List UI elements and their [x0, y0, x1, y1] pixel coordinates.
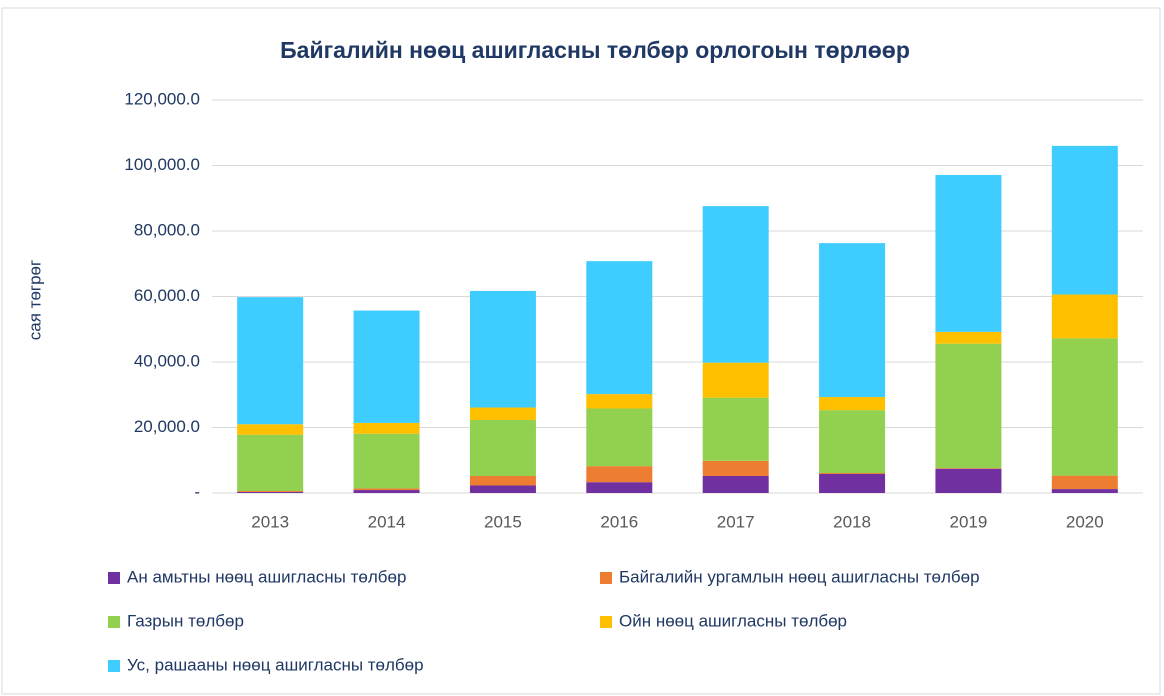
- legend-label: Ус, рашааны нөөц ашигласны төлбөр: [127, 655, 424, 674]
- bar-segment: [237, 434, 304, 492]
- bar-segment: [702, 475, 769, 493]
- bar-segment: [469, 475, 536, 486]
- x-tick-label: 2013: [251, 512, 289, 531]
- legend-swatch: [600, 572, 612, 584]
- bar-segment: [1051, 489, 1118, 493]
- bar-segment: [935, 468, 1002, 493]
- legend-label: Ойн нөөц ашигласны төлбөр: [619, 611, 847, 630]
- y-axis-label: сая төгрөг: [25, 260, 44, 340]
- legend-swatch: [108, 572, 120, 584]
- bar-segment: [819, 397, 886, 411]
- x-tick-label: 2020: [1066, 512, 1104, 531]
- bar-segment: [1051, 145, 1118, 295]
- bar-segment: [237, 491, 304, 493]
- x-tick-label: 2014: [368, 512, 406, 531]
- bar-segment: [819, 474, 886, 493]
- legend-label: Байгалийн ургамлын нөөц ашигласны төлбөр: [619, 567, 980, 586]
- y-tick-label: -: [194, 482, 200, 501]
- bar-segment: [469, 485, 536, 493]
- bar-segment: [702, 397, 769, 461]
- x-tick-label: 2016: [600, 512, 638, 531]
- bar-segment: [1051, 338, 1118, 476]
- bar-segment: [469, 407, 536, 420]
- bar-segment: [819, 410, 886, 474]
- legend-label: Газрын төлбөр: [127, 611, 244, 630]
- y-tick-label: 120,000.0: [124, 89, 200, 108]
- bar-segment: [237, 492, 304, 493]
- bar-segment: [702, 206, 769, 363]
- bar-segment: [702, 460, 769, 476]
- legend-swatch: [600, 616, 612, 628]
- bar-segment: [935, 468, 1002, 469]
- y-tick-label: 20,000.0: [134, 417, 200, 436]
- bar-segment: [819, 473, 886, 475]
- bar-segment: [237, 297, 304, 425]
- bar-segment: [935, 331, 1002, 344]
- bar-segment: [935, 174, 1002, 332]
- y-tick-label: 60,000.0: [134, 286, 200, 305]
- legend-swatch: [108, 616, 120, 628]
- x-tick-label: 2015: [484, 512, 522, 531]
- y-tick-label: 100,000.0: [124, 155, 200, 174]
- bar-segment: [353, 433, 420, 489]
- bar-segment: [353, 310, 420, 423]
- chart-title: Байгалийн нөөц ашигласны төлбөр орлогоын…: [280, 37, 910, 63]
- y-tick-label: 80,000.0: [134, 220, 200, 239]
- bar-segment: [353, 490, 420, 493]
- legend-swatch: [108, 660, 120, 672]
- bar-segment: [819, 243, 886, 398]
- x-tick-label: 2018: [833, 512, 871, 531]
- bar-segment: [353, 422, 420, 434]
- bar-segment: [702, 362, 769, 398]
- bar-segment: [586, 394, 653, 409]
- bar-segment: [469, 290, 536, 408]
- bar-segment: [469, 419, 536, 476]
- bar-segment: [1051, 475, 1118, 490]
- y-tick-label: 40,000.0: [134, 351, 200, 370]
- bar-segment: [586, 408, 653, 467]
- x-tick-label: 2019: [950, 512, 988, 531]
- bar-segment: [237, 424, 304, 435]
- legend-label: Ан амьтны нөөц ашигласны төлбөр: [127, 567, 406, 586]
- x-tick-label: 2017: [717, 512, 755, 531]
- bar-segment: [586, 466, 653, 483]
- bar-segment: [586, 482, 653, 493]
- bar-segment: [586, 261, 653, 395]
- bar-segment: [935, 343, 1002, 469]
- bar-segment: [353, 488, 420, 491]
- bar-segment: [1051, 294, 1118, 339]
